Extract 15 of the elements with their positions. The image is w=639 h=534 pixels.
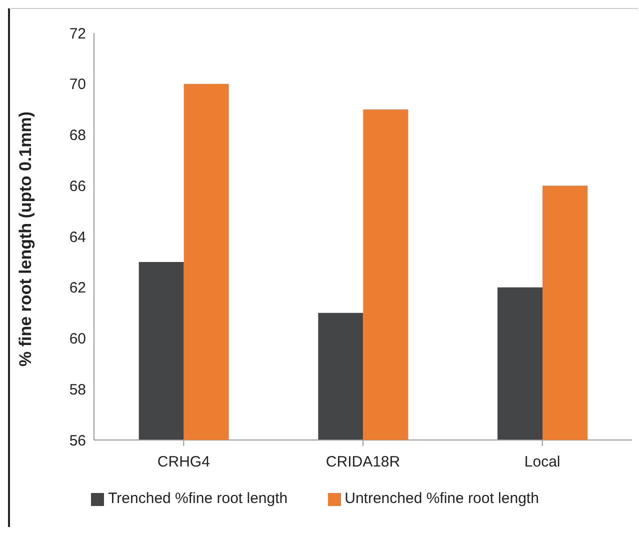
y-tick-label: 56 — [69, 432, 86, 450]
y-tick-label: 68 — [69, 127, 86, 144]
y-axis-title: % fine root length (upto 0.1mm) — [16, 112, 36, 366]
y-tick-label: 66 — [69, 178, 86, 195]
x-tick-label: Local — [524, 454, 560, 471]
y-tick-label: 70 — [69, 76, 86, 94]
x-tick-label: CRIDA18R — [326, 454, 400, 471]
legend-label: Untrenched %fine root length — [344, 490, 539, 507]
y-tick-label: 64 — [69, 228, 86, 246]
y-tick-label: 58 — [69, 381, 86, 398]
y-tick-label: 60 — [69, 330, 86, 348]
y-tick-label: 72 — [69, 25, 86, 42]
x-tick-label: CRHG4 — [157, 454, 210, 471]
y-tick-label: 62 — [69, 280, 86, 297]
legend-label: Trenched %fine root length — [108, 490, 288, 507]
